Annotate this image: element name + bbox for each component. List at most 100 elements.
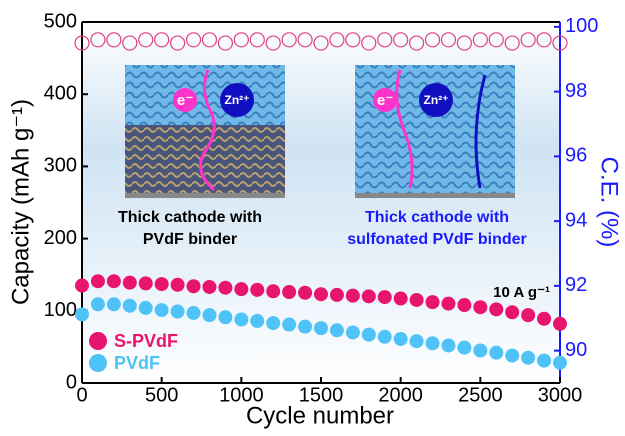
y2-tick-label: 94	[565, 209, 587, 231]
x-tick-label: 500	[145, 384, 178, 406]
data-point	[123, 276, 137, 290]
data-point	[266, 284, 280, 298]
data-point	[378, 290, 392, 304]
data-point	[505, 305, 519, 319]
data-point	[298, 320, 312, 334]
data-point	[489, 302, 503, 316]
y-tick-label: 500	[44, 10, 77, 32]
data-point	[394, 292, 408, 306]
data-point	[346, 289, 360, 303]
zinc-label: Zn²⁺	[424, 93, 449, 107]
data-point	[107, 297, 121, 311]
data-point	[314, 287, 328, 301]
data-point	[473, 344, 487, 358]
electron-label: e⁻	[177, 92, 193, 109]
data-point	[362, 289, 376, 303]
data-point	[202, 308, 216, 322]
y2-tick-label: 98	[565, 80, 587, 102]
data-point	[234, 312, 248, 326]
data-point	[282, 318, 296, 332]
data-point	[75, 307, 89, 321]
x-tick-label: 1500	[299, 384, 344, 406]
data-point	[362, 328, 376, 342]
legend-marker	[89, 332, 107, 350]
caption: PVdF binder	[143, 231, 237, 248]
data-point	[441, 338, 455, 352]
x-tick-label: 3000	[538, 384, 583, 406]
legend-marker	[89, 354, 107, 372]
data-point	[426, 336, 440, 350]
caption: sulfonated PVdF binder	[347, 231, 527, 248]
caption: Thick cathode with	[365, 209, 509, 226]
data-point	[171, 305, 185, 319]
x-tick-label: 2500	[458, 384, 503, 406]
y-axis-label: Capacity (mAh g⁻¹)	[7, 99, 34, 305]
data-point	[202, 280, 216, 294]
data-point	[489, 346, 503, 360]
data-point	[330, 323, 344, 337]
data-point	[266, 316, 280, 330]
data-point	[298, 286, 312, 300]
data-point	[441, 297, 455, 311]
data-point	[457, 298, 471, 312]
data-point	[187, 279, 201, 293]
data-point	[553, 317, 567, 331]
data-point	[155, 303, 169, 317]
x-axis-label: Cycle number	[246, 402, 394, 429]
data-point	[250, 283, 264, 297]
data-point	[123, 299, 137, 313]
data-point	[75, 279, 89, 293]
data-point	[521, 351, 535, 365]
data-point	[107, 274, 121, 288]
legend-label: PVdF	[114, 353, 160, 373]
data-point	[218, 310, 232, 324]
data-point	[250, 314, 264, 328]
data-point	[410, 334, 424, 348]
schematic-left	[125, 65, 285, 198]
data-point	[91, 297, 105, 311]
zinc-label: Zn²⁺	[225, 93, 250, 107]
y-tick-label: 0	[66, 371, 77, 393]
data-point	[426, 295, 440, 309]
schematic-right	[355, 65, 515, 198]
data-point	[553, 356, 567, 370]
y2-tick-label: 92	[565, 274, 587, 296]
data-point	[537, 312, 551, 326]
data-point	[282, 285, 296, 299]
data-point	[139, 301, 153, 315]
y-tick-label: 100	[44, 299, 77, 321]
y-tick-label: 400	[44, 82, 77, 104]
legend-label: S-PVdF	[114, 331, 178, 351]
data-point	[457, 341, 471, 355]
y-tick-label: 200	[44, 227, 77, 249]
caption: Thick cathode with	[118, 209, 262, 226]
data-point	[521, 308, 535, 322]
y2-axis-label: C.E. (%)	[596, 157, 623, 248]
electron-label: e⁻	[377, 92, 393, 109]
data-point	[537, 354, 551, 368]
data-point	[187, 306, 201, 320]
chart: e⁻ Zn²⁺ e⁻ Zn²⁺ Thick cathode with PVdF …	[0, 0, 625, 431]
y-tick-label: 300	[44, 155, 77, 177]
data-point	[155, 277, 169, 291]
data-point	[346, 325, 360, 339]
data-point	[410, 293, 424, 307]
data-point	[378, 330, 392, 344]
data-point	[394, 332, 408, 346]
x-tick-label: 1000	[219, 384, 264, 406]
data-point	[218, 281, 232, 295]
data-point	[171, 278, 185, 292]
data-point	[505, 349, 519, 363]
data-point	[330, 288, 344, 302]
data-point	[139, 276, 153, 290]
data-point	[91, 274, 105, 288]
data-point	[473, 300, 487, 314]
data-point	[234, 282, 248, 296]
y2-tick-label: 96	[565, 145, 587, 167]
data-point	[314, 321, 328, 335]
rate-label: 10 A g⁻¹	[493, 284, 550, 301]
y2-tick-label: 90	[565, 339, 587, 361]
y2-tick-label: 100	[565, 15, 598, 37]
x-tick-label: 2000	[378, 384, 423, 406]
x-tick-label: 0	[76, 384, 87, 406]
